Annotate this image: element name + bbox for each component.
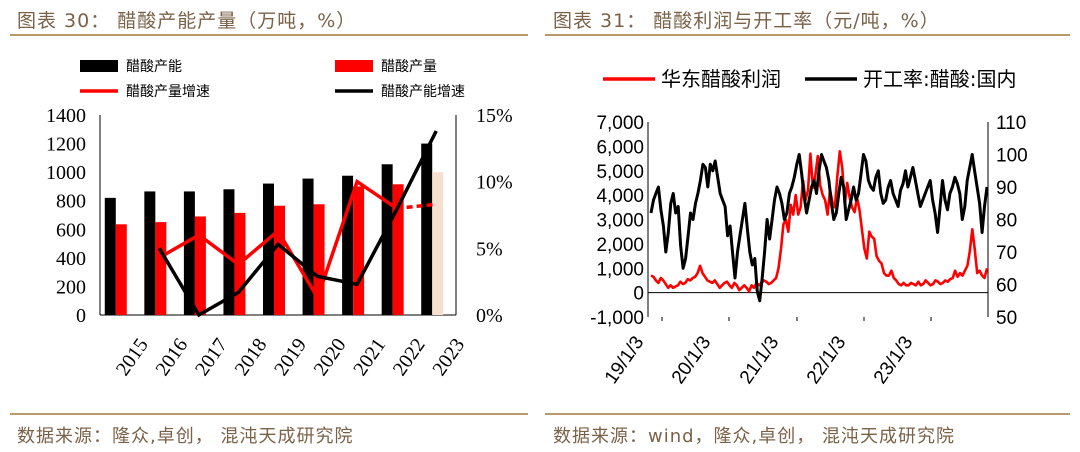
left-y-tick-label: 800 [56,191,86,213]
right-y-tick-label: 10% [476,172,513,194]
right-chart-x-tick-label: 23/1/3 [870,333,918,388]
right-chart-source: 数据来源：wind，隆众,卓创， 混沌天成研究院 [553,426,955,447]
right-chart: -1,000 0 1,000 2,000 3,000 4,000 5,000 6,000 7,0… [590,67,1028,388]
right-chart-right-tick-label: 50 [996,308,1017,329]
bar-output-2016 [155,222,167,315]
right-chart-right-tick-label: 100 [996,146,1028,167]
bar-output-2021 [353,186,365,315]
right-chart-title: 图表 31： 醋酸利润与开工率（元/吨，%） [553,10,940,32]
legend-label: 醋酸产量 [381,59,437,75]
right-chart-left-tick-label: 6,000 [596,137,644,158]
right-chart-right-tick-label: 70 [996,243,1017,264]
right-chart-left-tick-label: -1,000 [590,308,644,329]
left-y-tick-label: 1400 [46,105,86,127]
left-y-tick-label: 200 [56,276,86,298]
left-y-tick-label: 0 [76,305,86,327]
right-chart-left-tick-label: 0 [633,284,644,305]
left-y-tick-label: 600 [56,219,86,241]
right-chart-left-tick-label: 7,000 [596,113,644,134]
right-chart-x-tick-label: 22/1/3 [803,333,851,388]
line-output-growth [158,178,398,302]
line-operating-rate [649,153,989,303]
right-chart-left-tick-label: 2,000 [596,235,644,256]
legend-label: 华东醋酸利润 [661,67,781,91]
right-chart-right-tick-label: 110 [996,113,1026,134]
left-y-tick-label: 1000 [46,162,86,184]
bar-capacity-2021 [342,175,354,315]
right-chart-right-tick-label: 60 [996,276,1017,297]
right-source-rule [545,413,1070,415]
right-chart-left-tick-label: 3,000 [596,211,644,232]
right-chart-x-tick-label: 21/1/3 [736,333,784,388]
left-chart-title: 图表 30： 醋酸产能产量（万吨，%） [17,10,357,32]
left-source-rule [10,413,528,415]
right-chart-x-tick-label: 19/1/3 [601,333,649,388]
right-y-tick-label: 15% [476,105,513,127]
bar-capacity-2022 [381,164,393,315]
bar-capacity-2016 [144,191,156,315]
right-y-tick-label: 5% [476,238,503,260]
bar-output-2023 [432,172,444,315]
left-y-tick-label: 400 [56,248,86,270]
legend-label: 醋酸产能 [126,59,182,75]
line-capacity-growth [157,130,438,318]
bar-output-2020 [313,204,325,315]
bar-output-2019 [274,205,285,315]
bar-capacity-2019 [263,183,274,315]
left-y-tick-label: 1200 [46,134,86,156]
legend-swatch [335,60,373,72]
right-chart-left-tick-label: 4,000 [596,186,644,207]
bar-capacity-2020 [302,178,314,315]
right-chart-left-tick-label: 5,000 [596,162,644,183]
right-chart-right-tick-label: 90 [996,178,1017,199]
left-chart-source: 数据来源：隆众,卓创， 混沌天成研究院 [17,426,354,447]
bar-output-2017 [194,216,206,315]
right-chart-left-tick-label: 1,000 [596,259,644,280]
bar-output-2015 [115,224,127,315]
right-chart-right-tick-label: 80 [996,211,1017,232]
bar-output-2022 [392,184,404,315]
right-y-tick-label: 0% [476,305,503,327]
legend-label: 醋酸产量增速 [126,84,210,100]
left-title-rule [10,34,528,36]
bar-capacity-2015 [104,197,116,315]
line-output-growth-forecast [396,202,437,211]
right-title-rule [545,34,1070,36]
legend-swatch [80,60,118,72]
bar-capacity-2018 [223,189,235,315]
left-chart: 02004006008001000120014000%5%10%15%20152… [46,59,513,380]
bar-capacity-2017 [183,191,195,315]
legend-label: 开工率:醋酸:国内 [863,67,1016,91]
right-chart-x-tick-label: 20/1/3 [668,333,716,388]
bar-capacity-2023 [421,143,433,315]
legend-label: 醋酸产能增速 [381,84,465,100]
